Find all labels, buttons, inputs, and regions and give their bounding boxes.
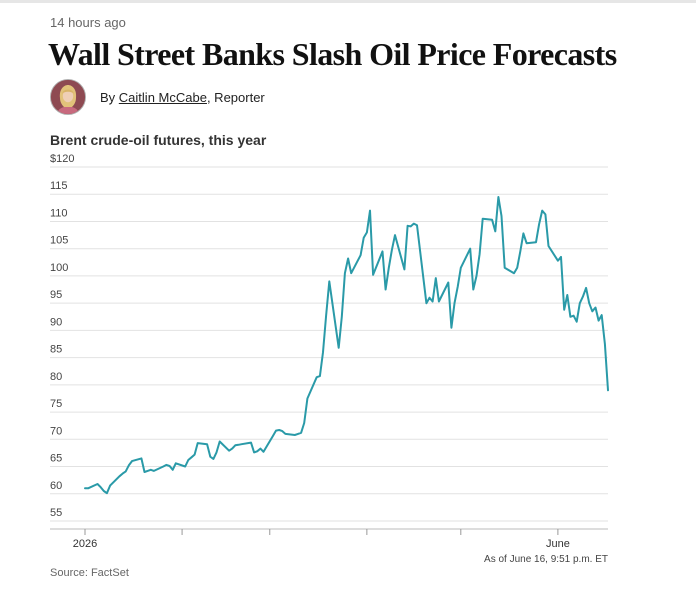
chart-title: Brent crude-oil futures, this year [50,132,267,148]
y-tick-label: 115 [50,180,68,192]
article-timestamp: 14 hours ago [50,15,126,30]
byline-text: By Caitlin McCabe, Reporter [100,90,265,105]
author-avatar[interactable] [50,79,86,115]
y-tick-label: 110 [50,207,68,219]
y-tick-label: 60 [50,480,62,492]
byline: By Caitlin McCabe, Reporter [50,78,265,116]
byline-prefix: By [100,89,119,105]
brent-price-line [84,196,609,495]
author-portrait-icon [51,80,85,114]
y-tick-label: 90 [50,316,62,328]
chart-source: Source: FactSet [50,567,129,579]
byline-suffix: , Reporter [206,89,265,105]
y-tick-label: $120 [50,153,74,165]
y-tick-label: 80 [50,371,62,383]
y-tick-label: 105 [50,235,68,247]
as-of-annotation: As of June 16, 9:51 p.m. ET [484,554,608,565]
y-tick-label: 75 [50,398,62,410]
y-tick-label: 95 [50,289,62,301]
top-divider [0,0,696,3]
y-tick-label: 100 [50,262,68,274]
y-tick-label: 65 [50,453,62,465]
article-headline: Wall Street Banks Slash Oil Price Foreca… [48,36,617,72]
y-tick-label: 85 [50,344,62,356]
author-name-link[interactable]: Caitlin McCabe [118,89,207,105]
x-tick-label: 2026 [73,538,97,550]
y-tick-label: 70 [50,425,62,437]
y-tick-label: 55 [50,507,62,519]
x-tick-label: June [546,538,570,550]
